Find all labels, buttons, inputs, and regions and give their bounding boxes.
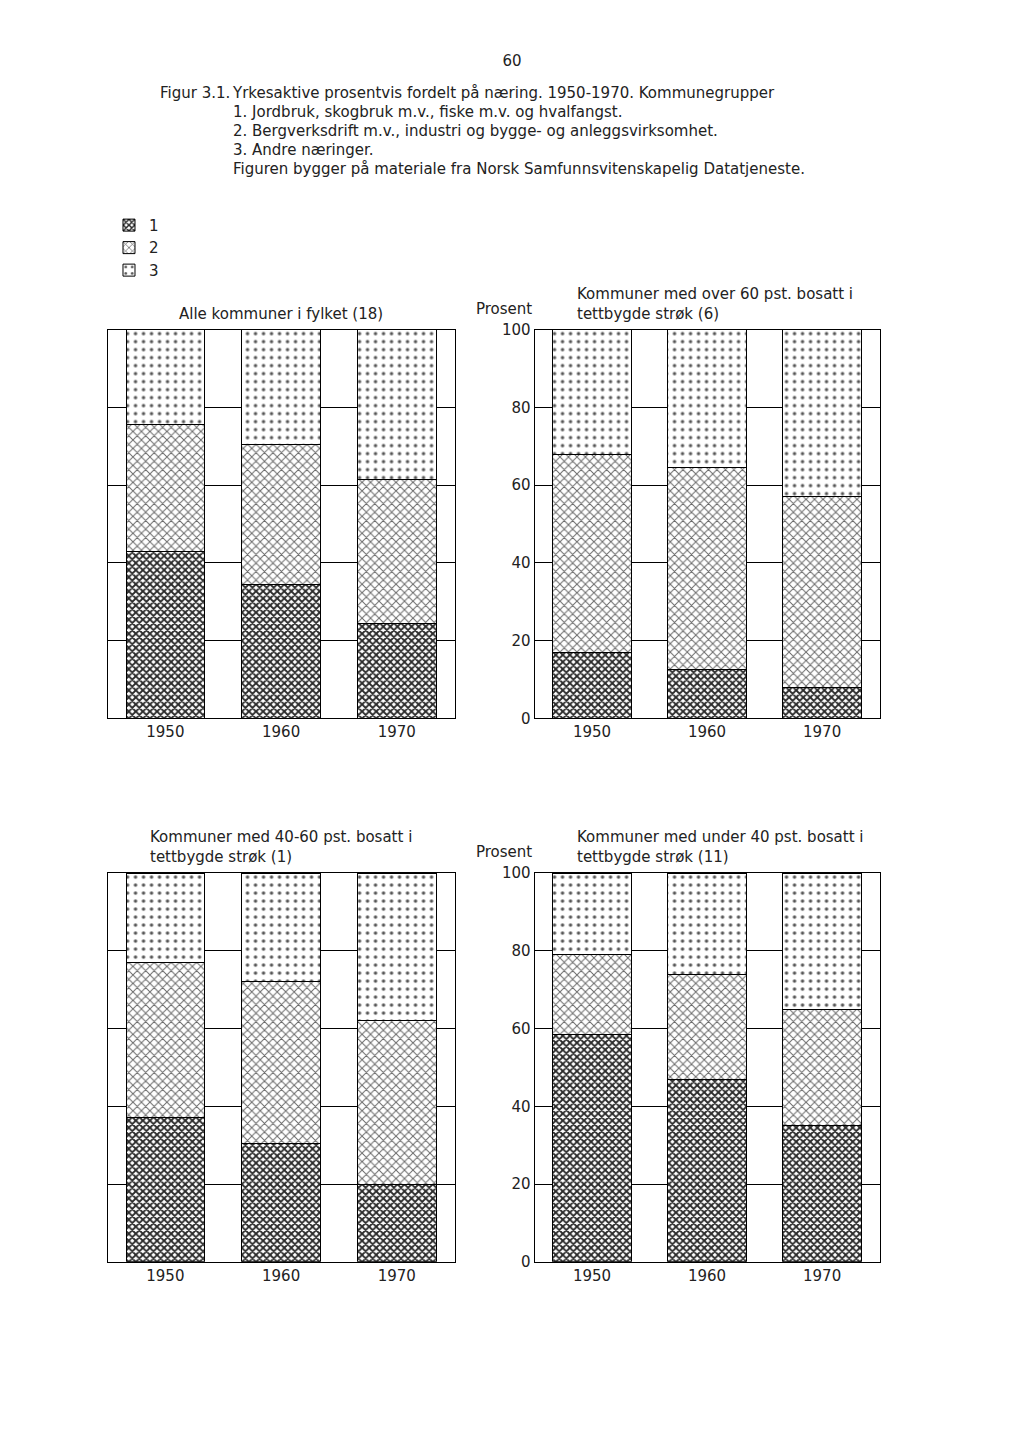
svg-text:Alle kommuner i fylket (18): Alle kommuner i fylket (18) — [179, 305, 383, 323]
svg-text:0: 0 — [521, 710, 531, 728]
svg-text:1960: 1960 — [688, 1267, 726, 1285]
svg-text:40: 40 — [511, 1098, 530, 1116]
html-text:Figuren bygger på materiale fr: Figuren bygger på materiale fra Norsk Sa… — [233, 160, 805, 178]
svg-text:Kommuner med 40-60 pst. bosatt: Kommuner med 40-60 pst. bosatt itettbygd… — [150, 828, 412, 866]
svg-text:100: 100 — [502, 864, 531, 882]
svg-text:20: 20 — [511, 1175, 530, 1193]
svg-text:0: 0 — [521, 1253, 531, 1271]
svg-text:1950: 1950 — [573, 1267, 611, 1285]
svg-text:1950: 1950 — [573, 723, 611, 741]
svg-text:1950: 1950 — [146, 723, 184, 741]
html-text:60: 60 — [502, 52, 522, 70]
svg-text:60: 60 — [511, 476, 530, 494]
svg-text:Kommuner med under 40 pst. bos: Kommuner med under 40 pst. bosatt itettb… — [577, 828, 864, 866]
svg-text:1970: 1970 — [803, 1267, 841, 1285]
svg-text:1960: 1960 — [262, 1267, 300, 1285]
svg-text:1: 1 — [149, 217, 159, 235]
html-text:3. Andre næringer.: 3. Andre næringer. — [233, 141, 374, 159]
svg-text:2: 2 — [149, 239, 159, 257]
svg-text:20: 20 — [511, 632, 530, 650]
html-text:1. Jordbruk, skogbruk m.v., fi: 1. Jordbruk, skogbruk m.v., fiske m.v. o… — [233, 103, 623, 121]
svg-text:Kommuner med over 60 pst. bosa: Kommuner med over 60 pst. bosatt itettby… — [577, 285, 853, 323]
svg-text:Prosent: Prosent — [476, 300, 532, 318]
svg-text:1970: 1970 — [803, 723, 841, 741]
svg-text:1960: 1960 — [688, 723, 726, 741]
svg-text:40: 40 — [511, 554, 530, 572]
html-text:Figur 3.1. Yrkesaktive prosent: Figur 3.1. Yrkesaktive prosentvis fordel… — [160, 84, 775, 102]
svg-text:80: 80 — [511, 399, 530, 417]
svg-text:Prosent: Prosent — [476, 843, 532, 861]
svg-text:3: 3 — [149, 262, 159, 280]
svg-text:1960: 1960 — [262, 723, 300, 741]
svg-text:80: 80 — [511, 942, 530, 960]
svg-text:1970: 1970 — [378, 723, 416, 741]
svg-text:1970: 1970 — [378, 1267, 416, 1285]
svg-text:60: 60 — [511, 1020, 530, 1038]
svg-text:100: 100 — [502, 321, 531, 339]
html-text:2. Bergverksdrift m.v., indust: 2. Bergverksdrift m.v., industri og bygg… — [233, 122, 718, 140]
svg-text:1950: 1950 — [146, 1267, 184, 1285]
